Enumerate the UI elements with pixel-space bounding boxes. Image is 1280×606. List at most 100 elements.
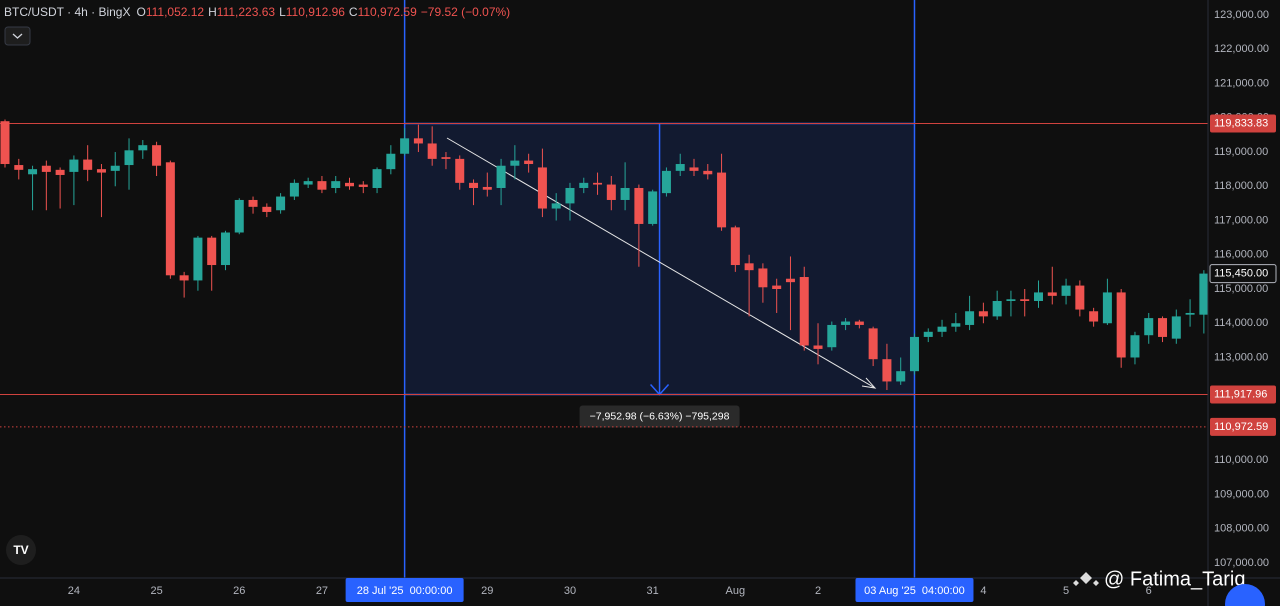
- candle-body: [689, 167, 699, 171]
- x-tick-label: 26: [233, 585, 245, 597]
- measure-label-bg: [579, 405, 740, 428]
- candle-body: [28, 169, 38, 175]
- candle-body: [841, 321, 851, 325]
- last-price-tag: [1209, 264, 1277, 284]
- candle-body: [1158, 318, 1168, 337]
- candle-body: [413, 138, 423, 144]
- candle-body: [896, 371, 906, 382]
- candle-body: [124, 150, 134, 166]
- legend-value: 111,052.12: [146, 5, 205, 19]
- candle-body: [276, 196, 286, 211]
- candle-body: [1171, 316, 1181, 339]
- y-tick-label: 114,000.00: [1214, 317, 1268, 329]
- candle-body: [41, 165, 51, 172]
- candle-body: [868, 328, 878, 360]
- candle-body: [1061, 285, 1071, 296]
- candle-body: [1020, 299, 1030, 301]
- candle-body: [1089, 311, 1099, 322]
- candle-body: [620, 187, 630, 200]
- candle-body: [882, 359, 892, 382]
- action-button[interactable]: [1225, 584, 1265, 606]
- candle-body: [606, 184, 616, 200]
- candle-body: [675, 164, 685, 171]
- candle-body: [965, 311, 975, 325]
- candle-body: [854, 321, 864, 325]
- candle-body: [303, 181, 313, 185]
- watermark-text: @ Fatima_Tariq: [1104, 568, 1245, 590]
- x-tick-label: 25: [150, 585, 162, 597]
- x-highlight-bg: [345, 578, 464, 602]
- candle-body: [758, 268, 768, 288]
- tv-logo: TV: [6, 535, 36, 565]
- candle-body: [96, 169, 106, 173]
- candle-body: [537, 167, 547, 209]
- candle-body: [482, 186, 492, 190]
- x-tick-label: 5: [1063, 585, 1069, 597]
- svg-text:TV: TV: [13, 543, 28, 557]
- legend-key: L: [279, 5, 286, 19]
- price-tag: [1210, 385, 1276, 404]
- y-tick-label: 117,000.00: [1214, 214, 1268, 226]
- candle-body: [0, 121, 10, 165]
- candle-body: [1116, 292, 1126, 358]
- candle-body: [262, 206, 272, 212]
- collapse-button[interactable]: [4, 26, 31, 46]
- y-tick-label: 113,000.00: [1214, 351, 1268, 363]
- legend-key: C: [349, 5, 358, 19]
- candle-body: [772, 285, 782, 289]
- candle-body: [234, 199, 244, 233]
- candle-body: [317, 181, 327, 190]
- candle-body: [1034, 292, 1043, 301]
- candle-body: [165, 162, 175, 276]
- candle-body: [372, 169, 382, 188]
- candle-body: [813, 345, 823, 349]
- y-tick-label: 115,000.00: [1214, 283, 1268, 295]
- price-tag-label: 119,833.83: [1214, 117, 1268, 129]
- candle-body: [1144, 318, 1154, 336]
- y-tick-label: 123,000.00: [1214, 9, 1269, 21]
- candle-body: [524, 160, 534, 165]
- x-tick-label: 31: [647, 585, 659, 597]
- y-tick-label: 122,000.00: [1214, 43, 1269, 55]
- candle-body: [427, 143, 437, 159]
- candle-body: [1075, 285, 1085, 310]
- candle-body: [207, 237, 217, 266]
- plot-area: −7,952.98 (−6.63%) −795,298: [0, 0, 1209, 578]
- price-tag-label: 110,972.59: [1214, 421, 1268, 433]
- x-tick-label: Aug: [726, 585, 746, 597]
- candle-body: [648, 191, 658, 224]
- candle-body: [496, 165, 506, 188]
- y-tick-label: 119,000.00: [1214, 146, 1268, 158]
- candle-body: [441, 157, 451, 159]
- candle-body: [1199, 273, 1209, 315]
- x-tick-label: 24: [68, 585, 80, 597]
- candle-body: [717, 172, 727, 228]
- title: BTC/USDT · 4h · BingX: [4, 5, 130, 19]
- candle-body: [634, 187, 644, 224]
- candle-body: [400, 138, 410, 154]
- price-tag: [1210, 417, 1276, 436]
- legend-value: 110,912.96: [286, 5, 345, 19]
- candle-body: [730, 227, 740, 266]
- x-highlight-bg: [855, 578, 974, 602]
- x-tick-label: 2: [815, 585, 821, 597]
- y-tick-label: 110,000.00: [1214, 454, 1268, 466]
- candle-body: [179, 275, 189, 281]
- candle-body: [703, 170, 713, 175]
- candle-body: [1102, 292, 1112, 324]
- candle-body: [220, 232, 230, 266]
- candle-body: [565, 187, 575, 204]
- last-price-label: 115,450.00: [1214, 267, 1268, 279]
- watermark: @ Fatima_Tariq: [1073, 568, 1245, 590]
- candle-body: [386, 153, 396, 170]
- candle-body: [193, 237, 203, 281]
- measure-label: −7,952.98 (−6.63%) −795,298: [590, 410, 730, 422]
- x-tick-label: 29: [481, 585, 493, 597]
- candle-body: [827, 324, 837, 348]
- trend-arrowhead: [861, 377, 877, 389]
- x-tick-label: 4: [980, 585, 986, 597]
- candle-body: [1130, 335, 1140, 358]
- candle-body: [248, 199, 258, 207]
- legend-key: H: [208, 5, 217, 19]
